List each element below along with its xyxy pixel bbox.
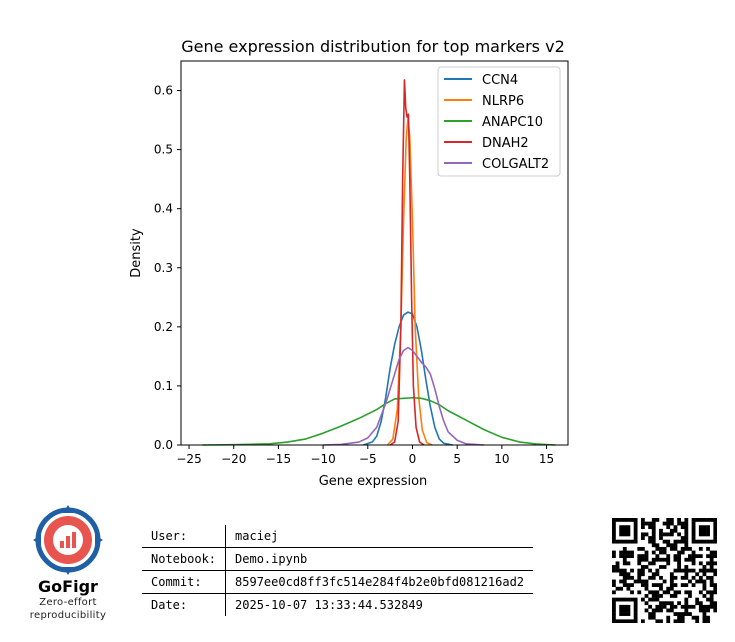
x-axis: −25 −20 −15 −10 −5 0 5 10 15 bbox=[176, 445, 554, 466]
y-tick-label: 0.4 bbox=[154, 202, 173, 216]
brand-name: GoFigr bbox=[38, 577, 98, 596]
y-tick-label: 0.5 bbox=[154, 143, 173, 157]
chart-title: Gene expression distribution for top mar… bbox=[181, 37, 565, 56]
series-line-dnah2 bbox=[389, 79, 425, 446]
metadata-value: 8597ee0cd8ff3fc514e284f4b2e0bfd081216ad2 bbox=[225, 570, 534, 594]
gofigr-logo-icon bbox=[33, 505, 103, 575]
metadata-value: Demo.ipynb bbox=[225, 547, 534, 571]
metadata-row-date: Date: 2025-10-07 13:33:44.532849 bbox=[142, 593, 534, 616]
x-tick-label: 5 bbox=[453, 452, 461, 466]
metadata-value: maciej bbox=[235, 529, 279, 543]
series-line-colgalt2 bbox=[323, 346, 485, 446]
metadata-value: 2025-10-07 13:33:44.532849 bbox=[225, 593, 534, 616]
y-tick-label: 0.2 bbox=[154, 320, 173, 334]
y-tick-label: 0.6 bbox=[154, 84, 173, 98]
legend-label: DNAH2 bbox=[482, 136, 529, 151]
legend-label: ANAPC10 bbox=[482, 115, 543, 130]
density-chart: Gene expression distribution for top mar… bbox=[129, 37, 569, 489]
metadata-key: Date: bbox=[142, 593, 227, 616]
y-axis: 0.0 0.1 0.2 0.3 0.4 0.5 0.6 bbox=[154, 84, 181, 452]
legend: CCN4 NLRP6 ANAPC10 DNAH2 COLGALT2 bbox=[437, 66, 561, 177]
x-tick-label: −5 bbox=[359, 452, 377, 466]
metadata-row-user: User: maciej bbox=[142, 525, 533, 548]
legend-label: NLRP6 bbox=[482, 94, 524, 109]
metadata-table: User: maciej Notebook: Demo.ipynb Commit… bbox=[142, 525, 534, 616]
x-tick-label: −15 bbox=[266, 452, 291, 466]
series-line-anapc10 bbox=[202, 396, 556, 446]
plot-lines bbox=[202, 79, 556, 446]
gofigr-logo: GoFigr Zero-effort reproducibility bbox=[20, 505, 116, 622]
metadata-key: User: bbox=[142, 525, 227, 548]
x-tick-label: −20 bbox=[221, 452, 246, 466]
x-tick-label: 0 bbox=[409, 452, 417, 466]
qr-code-icon bbox=[612, 518, 717, 623]
y-axis-label: Density bbox=[129, 228, 144, 278]
x-tick-label: 15 bbox=[539, 452, 554, 466]
x-axis-label: Gene expression bbox=[319, 474, 428, 489]
x-tick-label: −25 bbox=[176, 452, 201, 466]
metadata-key: Notebook: bbox=[142, 547, 227, 571]
y-tick-label: 0.1 bbox=[154, 379, 173, 393]
metadata-row-notebook: Notebook: Demo.ipynb bbox=[142, 547, 534, 571]
x-tick-label: −10 bbox=[310, 452, 335, 466]
y-tick-label: 0.0 bbox=[154, 438, 173, 452]
legend-label: COLGALT2 bbox=[482, 157, 549, 172]
y-tick-label: 0.3 bbox=[154, 261, 173, 275]
series-line-ccn4 bbox=[363, 311, 453, 446]
x-tick-label: 10 bbox=[494, 452, 509, 466]
metadata-row-commit: Commit: 8597ee0cd8ff3fc514e284f4b2e0bfd0… bbox=[142, 570, 534, 594]
tagline-line2: reproducibility bbox=[29, 610, 107, 621]
legend-label: CCN4 bbox=[482, 73, 518, 88]
metadata-key: Commit: bbox=[142, 570, 227, 594]
axes-frame bbox=[180, 60, 569, 446]
legend-box bbox=[437, 66, 561, 177]
tagline-line1: Zero-effort bbox=[39, 597, 97, 608]
